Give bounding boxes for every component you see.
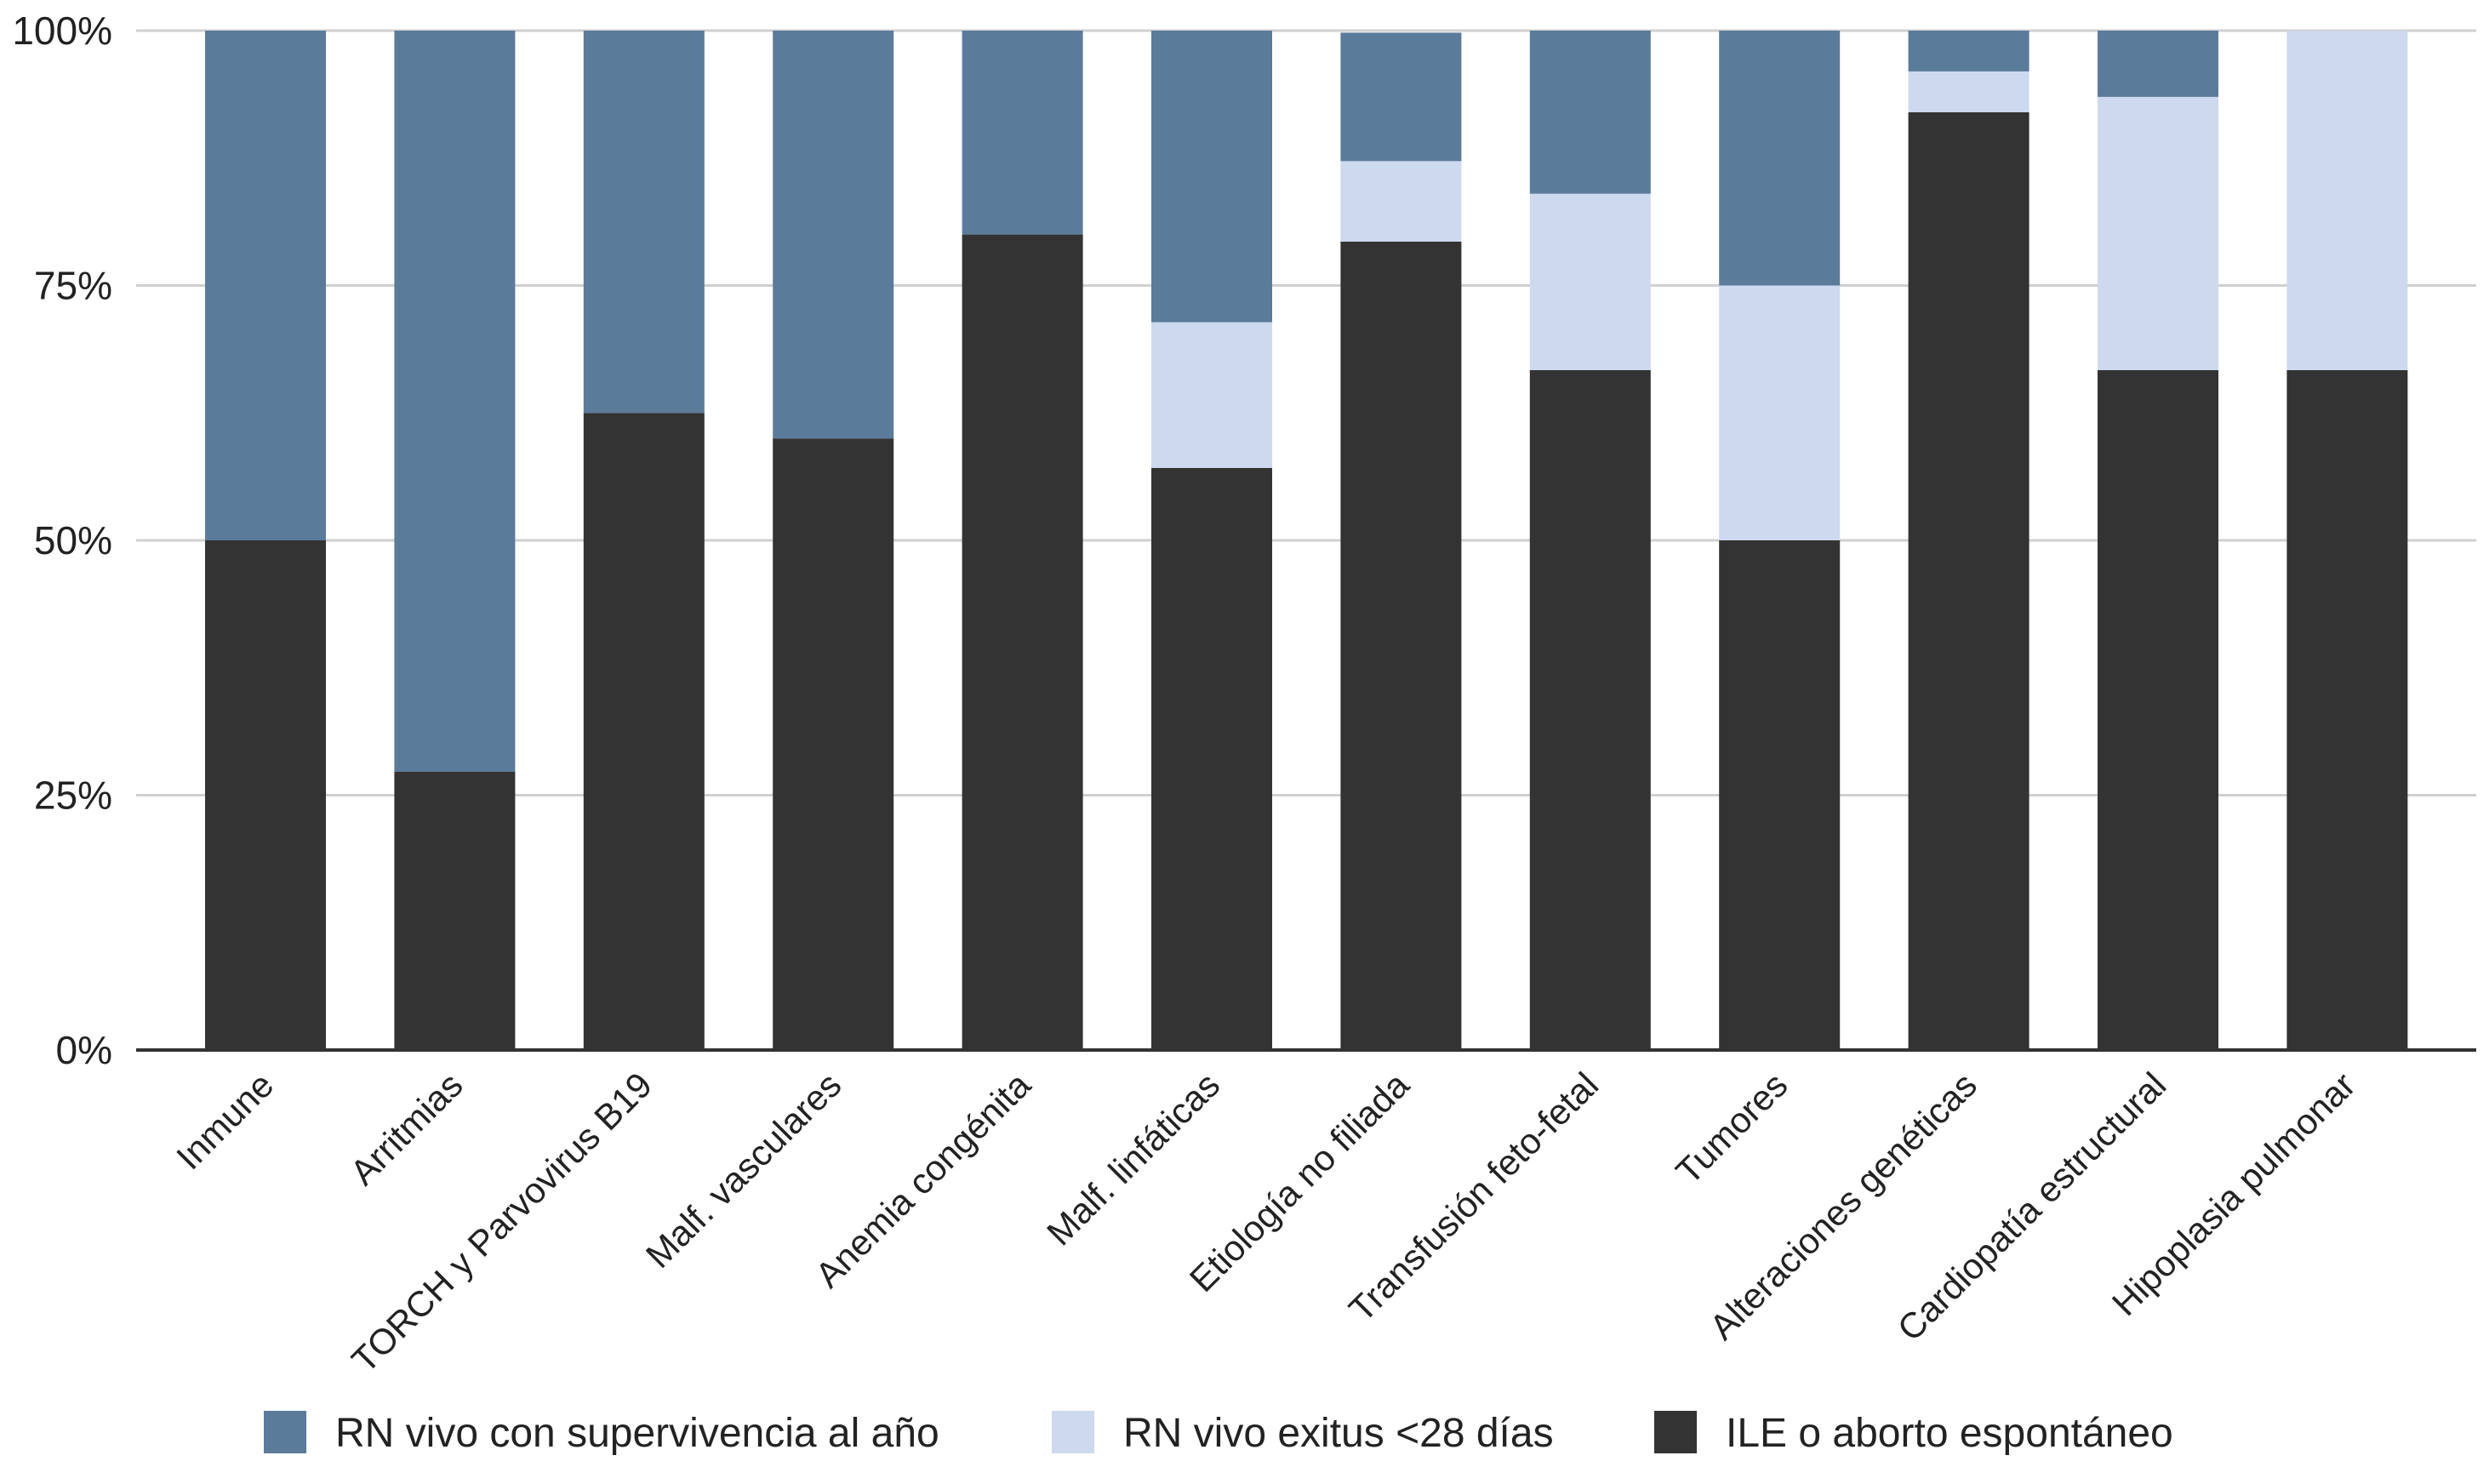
bar-segment [2286,31,2408,370]
bar-segment [205,540,326,1050]
legend-swatch [1052,1411,1094,1453]
legend-label: RN vivo con supervivencia al año [335,1411,939,1456]
x-tick-label: TORCH y Parvovirus B19 [344,1064,659,1380]
bar-segment [1151,322,1272,468]
bar-segment [1529,369,1651,1051]
bar-segment [394,31,516,772]
x-tick-label: Malf. linfáticas [1039,1064,1227,1253]
x-tick-label: Tumores [1668,1064,1795,1191]
bar-segment [962,234,1083,1051]
legend: RN vivo con supervivencia al año RN vivo … [264,1411,2173,1456]
bar-segment [1908,31,2029,71]
bar-segment [2098,31,2218,97]
bar-segment [1151,31,1272,322]
bars [205,31,2408,1051]
bar-segment [394,771,516,1050]
bar-segment [1908,111,2029,1051]
legend-swatch [1654,1411,1697,1453]
x-tick-label: Malf. vasculares [638,1064,849,1276]
y-axis-tick-labels: 0% 25% 50% 75% 100% [12,9,112,1072]
bar-segment [205,31,326,540]
y-tick-label: 100% [12,9,112,53]
bar-segment [1719,31,1841,286]
bar-segment [773,31,894,439]
bar-segment [1151,467,1272,1050]
bar-segment [583,31,705,414]
bar-segment [1719,540,1841,1050]
gridlines [136,29,2476,796]
x-tick-label: Inmune [168,1064,281,1177]
bar-segment [2098,96,2218,370]
bar-segment [1340,241,1462,1051]
bar-segment [1719,285,1841,540]
legend-label: RN vivo exitus <28 días [1123,1411,1554,1456]
bar-segment [1908,71,2029,112]
bar-segment [1529,193,1651,370]
legend-label: ILE o aborto espontáneo [1726,1411,2173,1456]
y-tick-label: 0% [56,1028,112,1072]
y-tick-label: 50% [34,518,112,562]
legend-swatch [264,1411,306,1453]
bar-segment [962,31,1083,235]
bar-segment [2098,369,2218,1051]
bar-segment [2286,369,2408,1051]
bar-segment [1340,161,1462,242]
bar-segment [583,413,705,1050]
x-tick-label: Arritmias [342,1064,470,1192]
y-tick-label: 25% [34,773,112,818]
bar-segment [773,438,894,1050]
bar-segment [1340,32,1462,162]
y-tick-label: 75% [34,264,112,308]
bar-segment [1529,31,1651,194]
